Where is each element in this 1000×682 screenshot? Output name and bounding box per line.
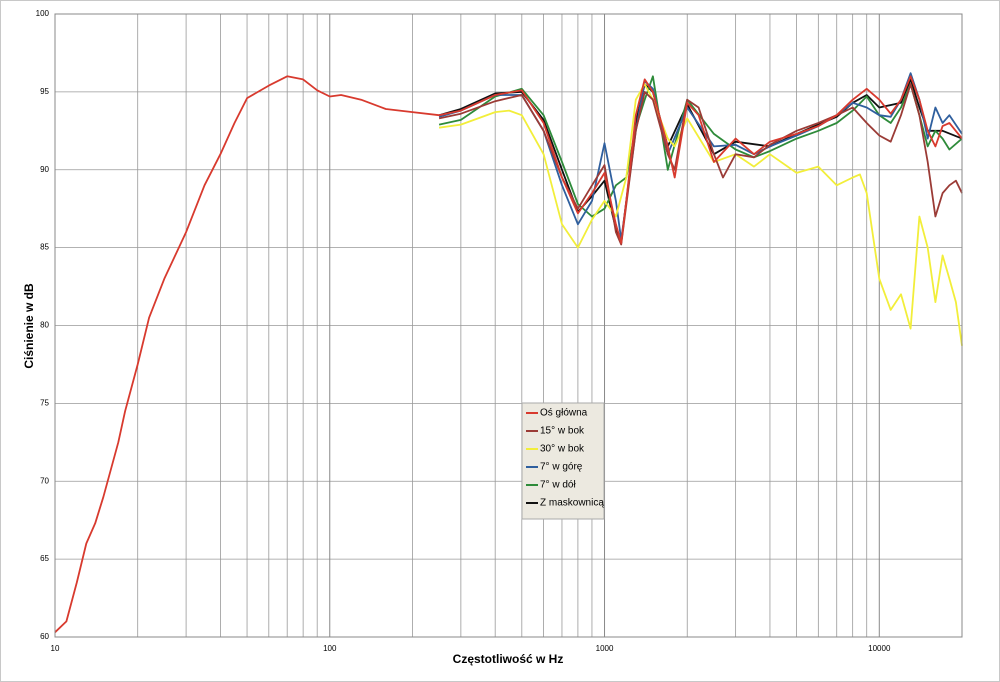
series-line	[438, 83, 963, 246]
x-tick-label: 100	[323, 644, 337, 653]
y-tick-label: 90	[40, 165, 49, 174]
y-tick-label: 100	[36, 9, 50, 18]
legend-label: 15° w bok	[540, 426, 585, 437]
y-tick-label: 80	[40, 321, 49, 330]
series-line	[54, 75, 963, 633]
legend-label: Z maskownicą	[540, 498, 604, 509]
x-axis-label: Częstotliwość w Hz	[453, 652, 564, 666]
legend-label: 7° w górę	[540, 462, 583, 473]
y-tick-label: 65	[40, 554, 49, 563]
x-tick-label: 10000	[868, 644, 891, 653]
legend: Oś główna 15° w bok 30° w bok 7° w górę 7° w…	[521, 402, 605, 520]
y-axis-label: Ciśnienie w dB	[22, 283, 36, 369]
legend-label: 7° w dół	[540, 480, 576, 491]
y-tick-label: 70	[40, 476, 49, 485]
plot-frame	[54, 13, 963, 638]
x-tick-label: 10	[51, 644, 60, 653]
plot-lines	[54, 72, 963, 633]
x-tick-label: 1000	[596, 644, 614, 653]
y-tick-label: 95	[40, 87, 49, 96]
y-tick-label: 85	[40, 243, 49, 252]
legend-box	[521, 402, 605, 520]
y-tick-label: 60	[40, 632, 49, 641]
legend-label: Oś główna	[540, 408, 588, 419]
y-tick-label: 75	[40, 398, 49, 407]
legend-label: 30° w bok	[540, 444, 585, 455]
